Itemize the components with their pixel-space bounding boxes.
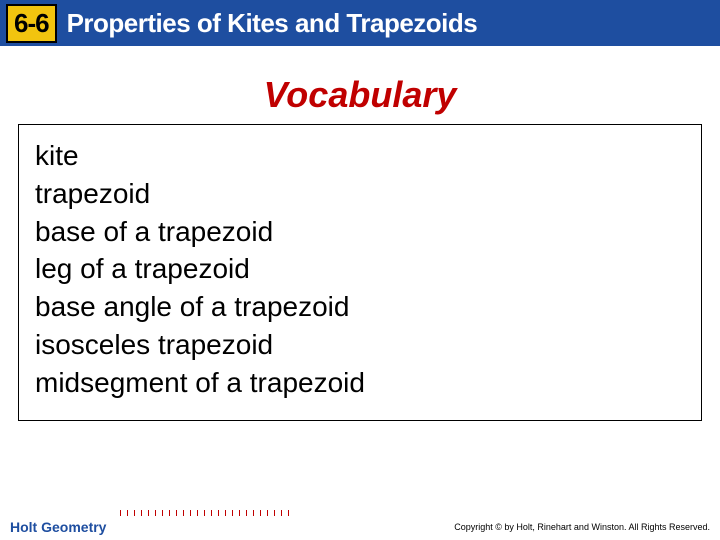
footer: Holt Geometry Copyright © by Holt, Rineh… — [0, 514, 720, 540]
vocabulary-heading: Vocabulary — [0, 74, 720, 116]
header-bar: 6-6 Properties of Kites and Trapezoids — [0, 0, 720, 46]
footer-copyright: Copyright © by Holt, Rinehart and Winsto… — [454, 522, 710, 532]
term-item: kite — [35, 137, 685, 175]
term-item: trapezoid — [35, 175, 685, 213]
term-item: leg of a trapezoid — [35, 250, 685, 288]
term-item: base angle of a trapezoid — [35, 288, 685, 326]
slide: { "header": { "section_number": "6-6", "… — [0, 0, 720, 540]
term-item: midsegment of a trapezoid — [35, 364, 685, 402]
vocabulary-box: kite trapezoid base of a trapezoid leg o… — [18, 124, 702, 421]
footer-brand: Holt Geometry — [10, 519, 106, 535]
term-item: base of a trapezoid — [35, 213, 685, 251]
section-number-badge: 6-6 — [6, 4, 57, 43]
term-item: isosceles trapezoid — [35, 326, 685, 364]
header-title: Properties of Kites and Trapezoids — [67, 8, 478, 39]
